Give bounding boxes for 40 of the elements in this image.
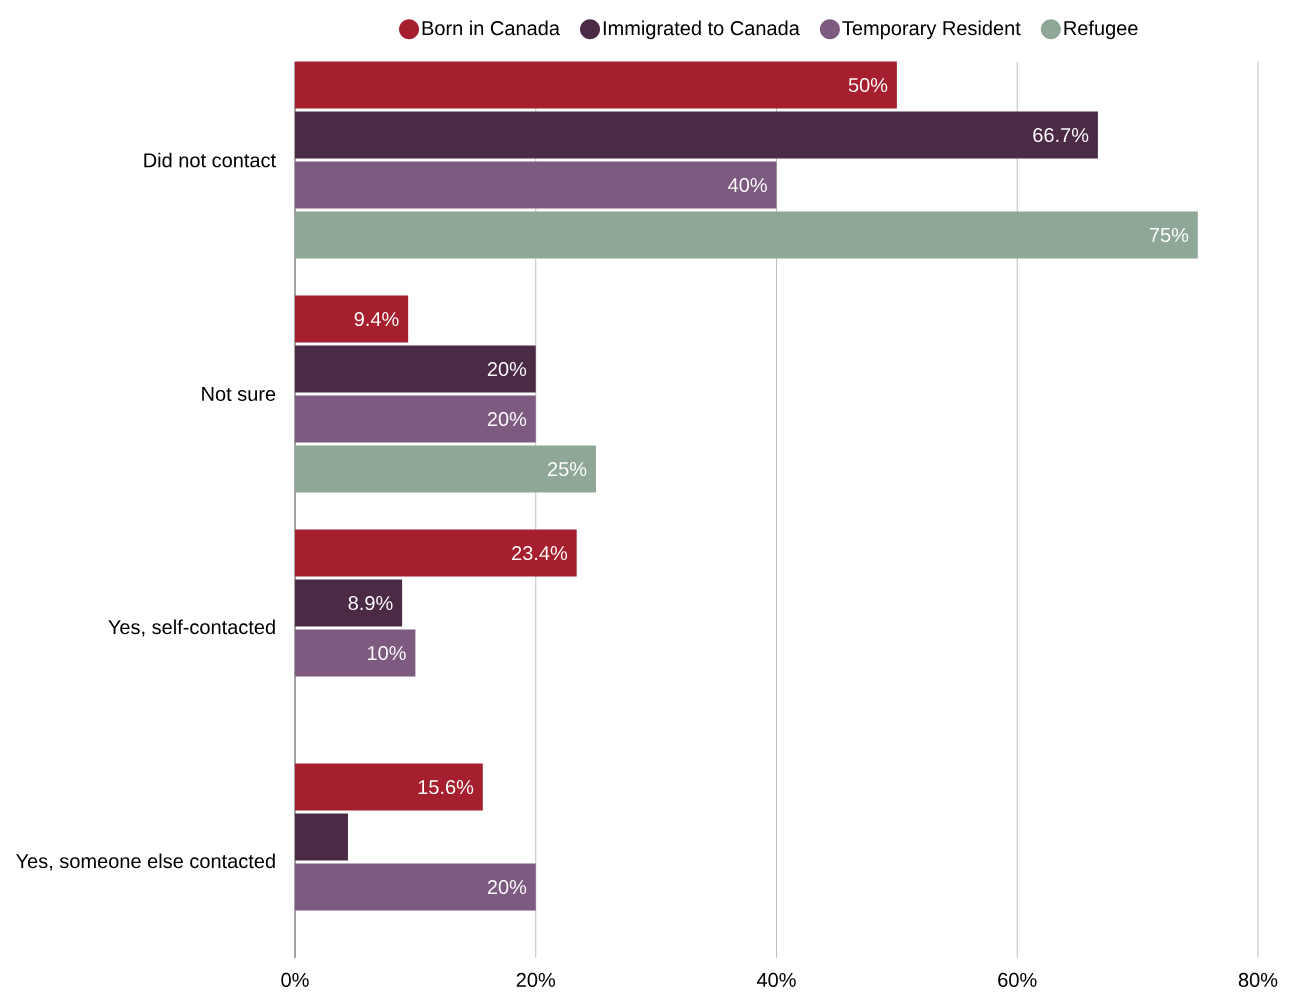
data-label: 20% <box>487 411 527 427</box>
data-label: 15.6% <box>418 779 474 795</box>
data-label: 20% <box>487 361 527 377</box>
legend-label: Refugee <box>1064 20 1138 40</box>
data-label: 23.4% <box>512 545 568 561</box>
bar <box>295 813 348 861</box>
data-label: 20% <box>487 879 527 895</box>
bar <box>295 111 1098 159</box>
legend-label: Temporary Resident <box>842 20 1021 40</box>
data-label: 9.4% <box>354 311 399 327</box>
bar <box>295 161 777 209</box>
data-label: 50% <box>848 77 888 93</box>
data-label: 75% <box>1149 227 1189 243</box>
bar <box>295 345 536 393</box>
bar <box>295 445 596 493</box>
bar <box>295 529 577 577</box>
y-tick-label: Yes, self-contacted <box>108 619 275 637</box>
x-tick-label: 0% <box>281 972 309 987</box>
bar <box>295 395 536 443</box>
data-label: 66.7% <box>1033 127 1089 143</box>
data-label: 40% <box>728 177 767 193</box>
legend-label: Born in Canada <box>422 20 560 36</box>
data-label: 10% <box>368 645 406 661</box>
legend-label: Immigrated to Canada <box>603 20 800 40</box>
y-tick-label: Not sure <box>202 387 276 401</box>
bar <box>295 579 403 627</box>
bar <box>295 863 536 911</box>
bar <box>295 629 416 677</box>
data-label: 25% <box>548 461 587 477</box>
bar <box>295 61 897 109</box>
x-tick-label: 40% <box>756 972 796 987</box>
x-tick-label: 80% <box>1238 972 1278 987</box>
bar <box>295 763 483 811</box>
x-tick-label: 60% <box>998 972 1037 987</box>
y-tick-label: Yes, someone else contacted <box>16 853 275 871</box>
data-label: 8.9% <box>348 595 393 611</box>
bar <box>295 295 409 343</box>
x-tick-label: 20% <box>516 972 556 987</box>
y-tick-label: Did not contact <box>144 152 276 168</box>
bar <box>295 211 1198 259</box>
